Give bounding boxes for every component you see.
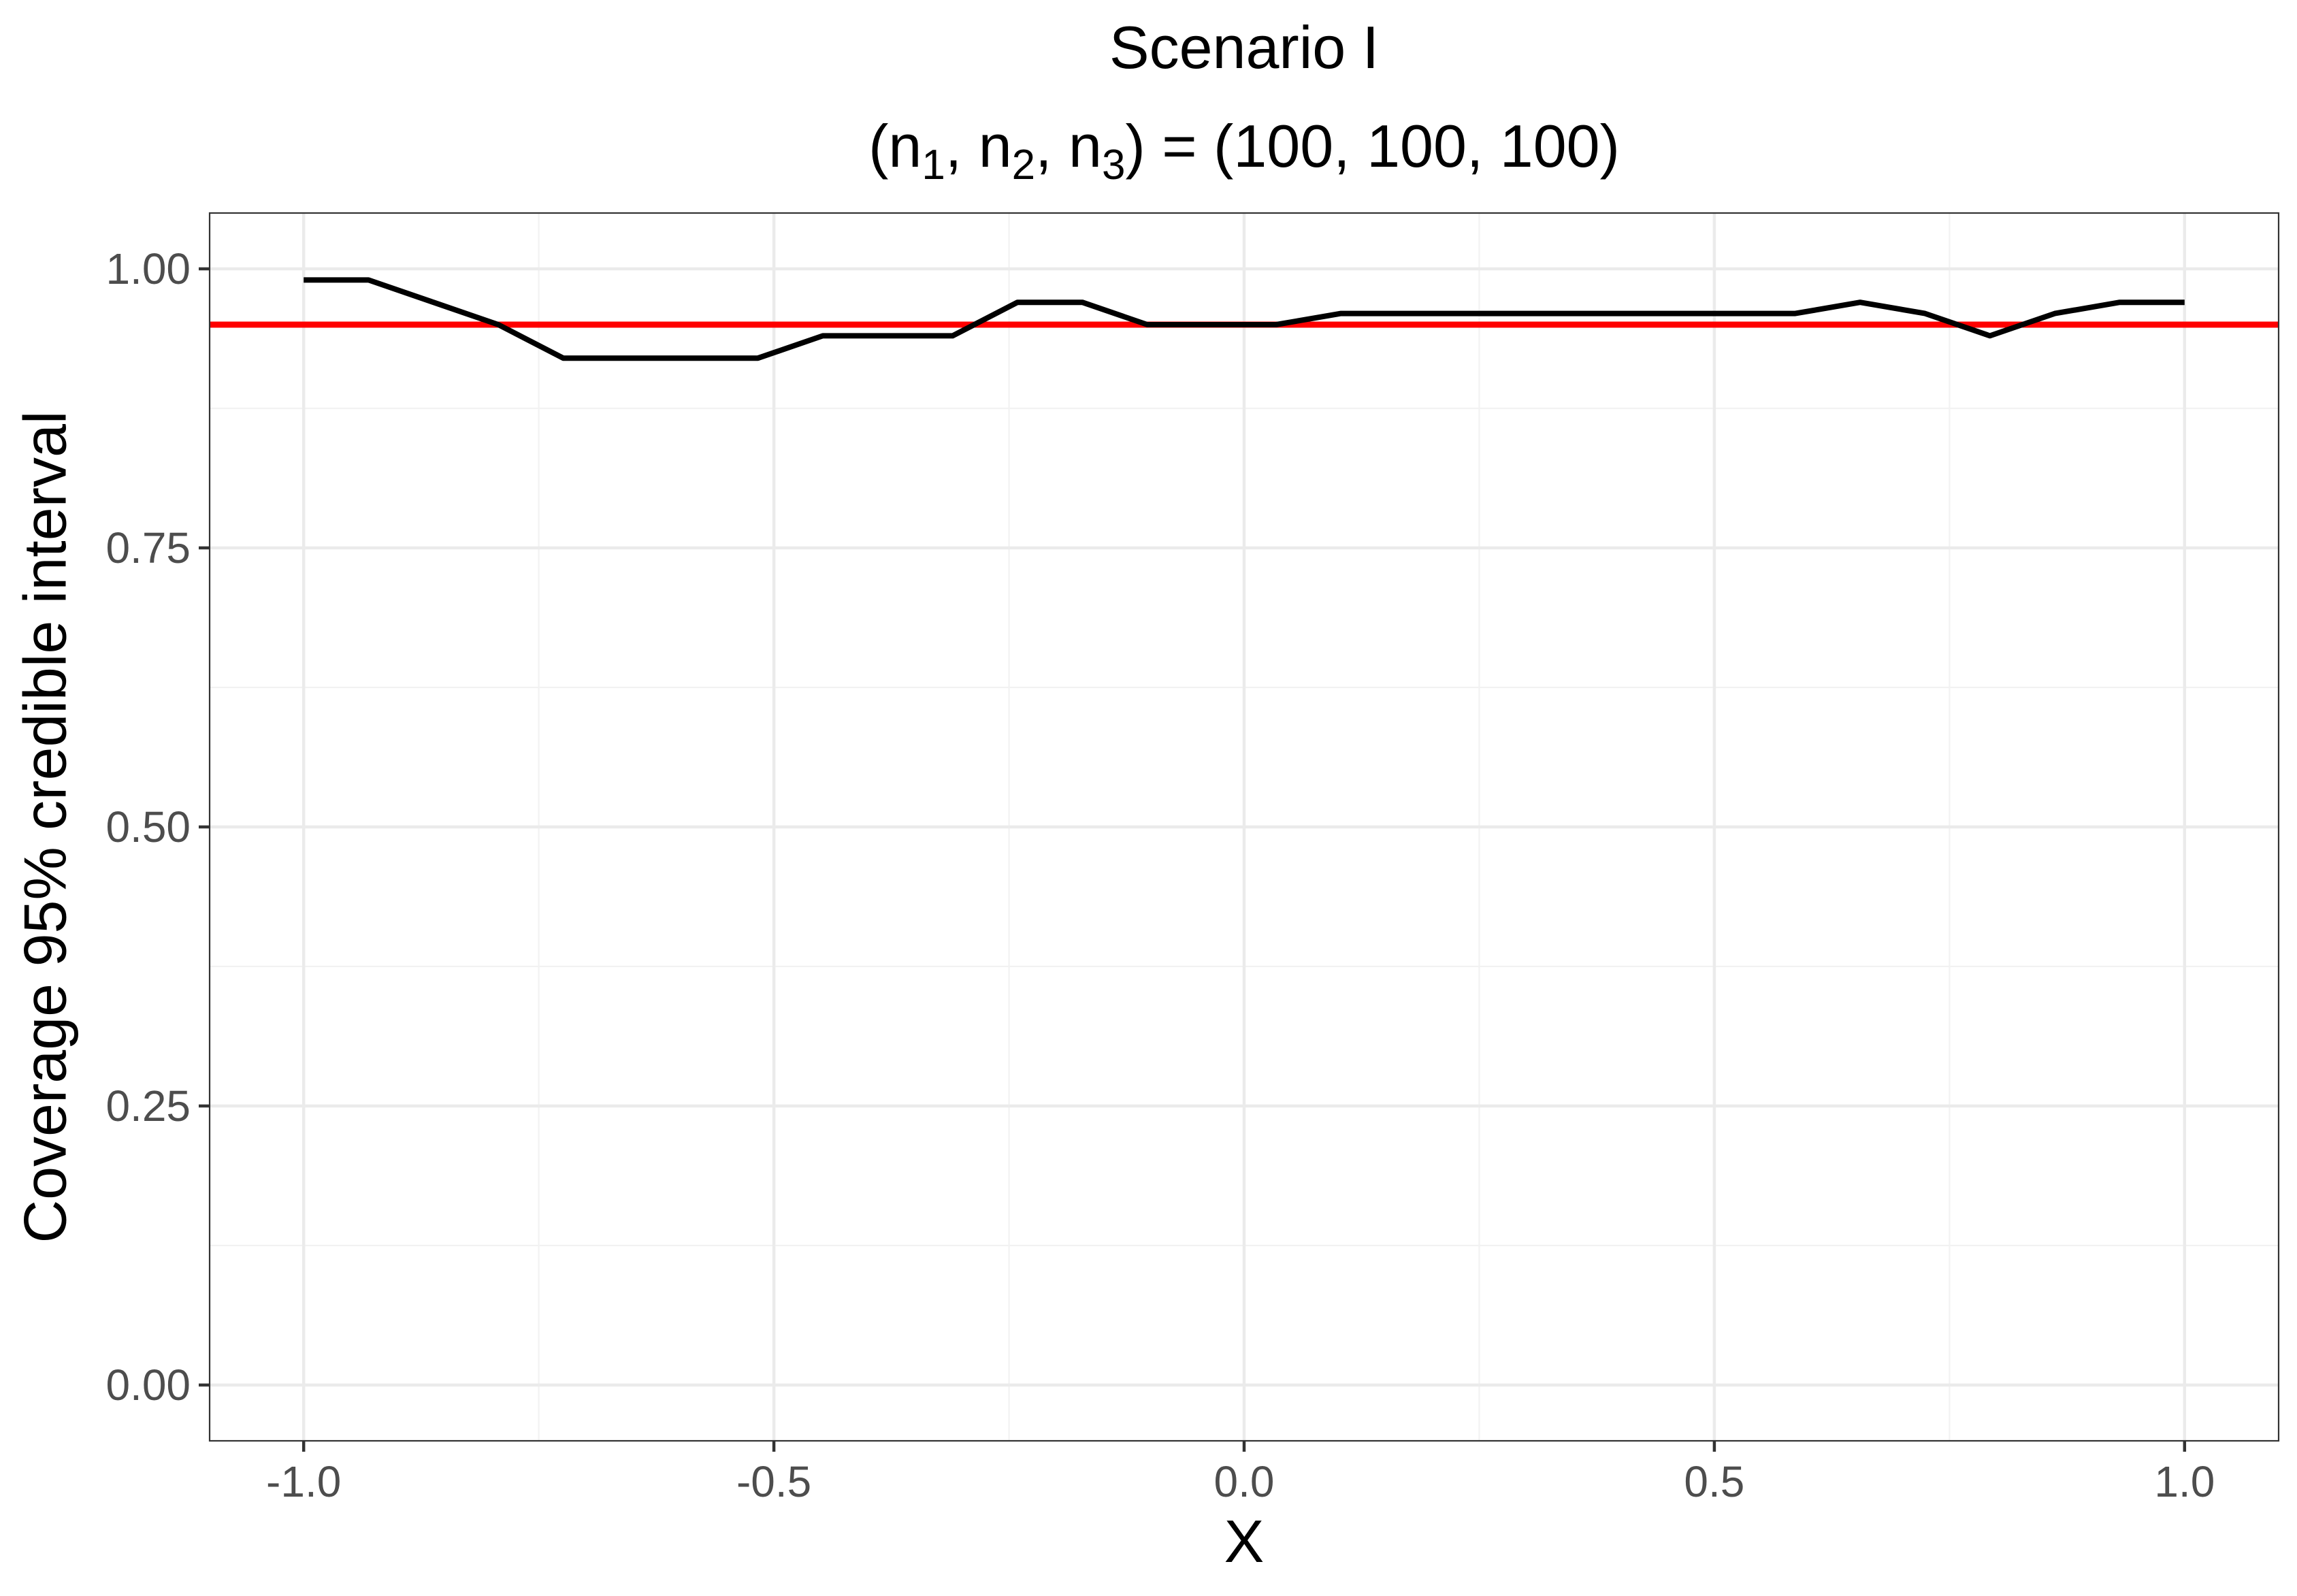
x-tick-label: 1.0: [2154, 1457, 2215, 1506]
y-axis: 0.00 0.25 0.50 0.75 1.00: [105, 244, 210, 1410]
subtitle-close: ) = (100, 100, 100): [1125, 112, 1619, 180]
chart-title-group: Scenario I (n1, n2, n3) = (100, 100, 100…: [868, 14, 1620, 189]
x-tick-label: -1.0: [266, 1457, 341, 1506]
chart-title: Scenario I: [1109, 14, 1379, 81]
y-tick-label: 1.00: [105, 244, 191, 293]
y-tick-label: 0.50: [105, 802, 191, 851]
subtitle-sub-3: 3: [1102, 142, 1125, 189]
x-axis-title: X: [1224, 1508, 1265, 1575]
y-tick-label: 0.00: [105, 1361, 191, 1410]
series-line-1: [304, 277, 2185, 361]
grid: [210, 213, 2279, 1441]
y-tick-label: 0.25: [105, 1081, 191, 1130]
x-tick-label: 0.0: [1214, 1457, 1275, 1506]
x-tick-label: -0.5: [736, 1457, 811, 1506]
subtitle-sep-2: , n: [1035, 112, 1102, 180]
y-axis-title: Coverage 95% credible interval: [12, 411, 79, 1243]
y-tick-label: 0.75: [105, 523, 191, 572]
chart-subtitle: (n1, n2, n3) = (100, 100, 100): [868, 112, 1620, 189]
series-layer: [304, 277, 2185, 361]
subtitle-sub-2: 2: [1012, 142, 1035, 189]
subtitle-sep-1: , n: [945, 112, 1012, 180]
x-axis: -1.0 -0.5 0.0 0.5 1.0: [266, 1441, 2215, 1506]
subtitle-open: (n: [868, 112, 922, 180]
subtitle-sub-1: 1: [922, 142, 945, 189]
x-tick-label: 0.5: [1684, 1457, 1744, 1506]
